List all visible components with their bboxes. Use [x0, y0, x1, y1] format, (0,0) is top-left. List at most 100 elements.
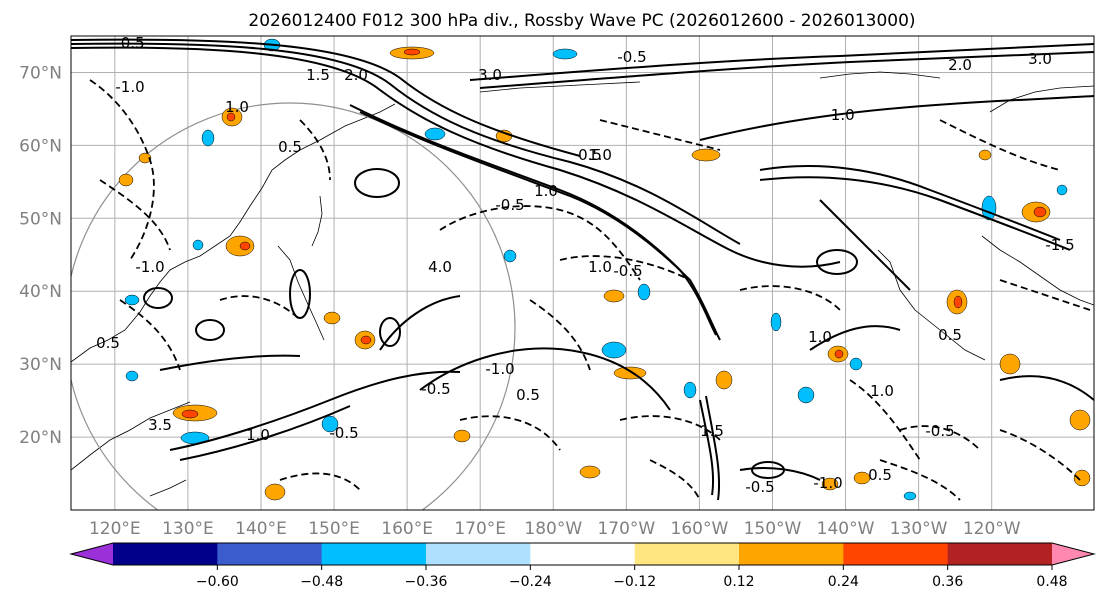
positive-contour — [809, 325, 901, 351]
longitude-tick-labels: 120°E 130°E 140°E 150°E 160°E 170°E 180°W 170°W… — [89, 519, 1021, 539]
colorbar-tick-label: −0.12 — [613, 574, 656, 590]
coastline — [877, 249, 986, 361]
positive-contour — [759, 165, 1061, 241]
contour-label: -1.5 — [1045, 236, 1074, 254]
colorbar-outline — [69, 542, 1096, 566]
negative-contour — [619, 415, 721, 441]
divergence-patch — [264, 483, 286, 501]
positive-contour — [71, 38, 581, 157]
closed-contour — [379, 317, 401, 347]
contour-label: 1.0 — [808, 328, 832, 346]
contour-label: 1.0 — [534, 182, 558, 200]
closed-contour — [143, 287, 173, 309]
contour-label: -0.5 — [617, 48, 646, 66]
closed-contour — [751, 461, 785, 479]
coastlines — [71, 71, 1094, 510]
positive-contour — [349, 104, 717, 336]
colorbar-tick-label: −0.24 — [509, 574, 552, 590]
divergence-patch — [321, 415, 339, 433]
lon-tick-label: 130°W — [890, 519, 948, 539]
divergence-patch — [1056, 184, 1068, 196]
coastline — [277, 245, 325, 341]
rossby-wave-contours — [71, 38, 1094, 501]
colorbar-band — [217, 543, 323, 565]
negative-contour — [559, 255, 691, 281]
positive-contour — [469, 43, 1094, 81]
contour-label: -0.5 — [115, 34, 144, 52]
contour-label: -1.0 — [115, 78, 144, 96]
lon-tick-label: 120°E — [89, 519, 141, 539]
divergence-patch — [613, 366, 647, 380]
contour-label: -1.0 — [135, 258, 164, 276]
coastline — [71, 103, 396, 363]
contour-label: 1.5 — [700, 422, 724, 440]
colorbar-band — [739, 543, 844, 565]
lon-tick-label: 150°E — [308, 519, 360, 539]
coastline — [479, 81, 641, 93]
lat-tick-label: 60°N — [19, 136, 62, 156]
divergence-patch — [239, 241, 251, 251]
colorbar-band — [113, 543, 218, 565]
positive-contour — [169, 370, 461, 451]
contour-label: -0.5 — [925, 422, 954, 440]
contour-label: 1.0 — [588, 258, 612, 276]
positive-contour — [479, 51, 1094, 89]
negative-contour — [939, 119, 1061, 171]
lat-tick-label: 50°N — [19, 209, 62, 229]
contour-label: -0.5 — [421, 380, 450, 398]
closed-contour — [816, 249, 858, 275]
divergence-patch — [201, 129, 215, 147]
positive-contour — [699, 95, 1094, 141]
positive-contour — [359, 111, 721, 341]
divergence-patch — [503, 249, 517, 263]
divergence-patch — [226, 112, 236, 122]
coastline — [989, 85, 1094, 113]
negative-contour — [739, 285, 841, 311]
lon-tick-label: 170°W — [597, 519, 655, 539]
contour-label: 3.5 — [148, 416, 172, 434]
divergence-patch — [770, 312, 782, 332]
lat-tick-label: 70°N — [19, 63, 62, 83]
colorbar-band — [426, 543, 531, 565]
divergence-patch — [797, 386, 815, 404]
coastline — [819, 71, 941, 79]
contour-label: 1.0 — [246, 426, 270, 444]
divergence-patch — [903, 491, 917, 501]
colorbar-tick-label: 0.36 — [932, 574, 963, 590]
contour-label: 0.5 — [278, 138, 302, 156]
negative-contour — [459, 415, 561, 451]
lon-tick-label: 170°E — [454, 519, 506, 539]
contour-label: 0.5 — [578, 146, 602, 164]
colorbar-tick-label: −0.60 — [196, 574, 239, 590]
lat-tick-label: 40°N — [19, 282, 62, 302]
divergence-patch — [1073, 469, 1091, 487]
contour-label: -1.0 — [485, 360, 514, 378]
positive-contour — [379, 295, 461, 351]
negative-contour — [599, 119, 721, 151]
lon-tick-label: 140°W — [817, 519, 875, 539]
colorbar-over-arrow — [1052, 543, 1094, 565]
colorbar-tick-label: 0.48 — [1036, 574, 1067, 590]
chart-title: 2026012400 F012 300 hPa div., Rossby Wav… — [248, 11, 915, 31]
contour-label: -0.5 — [495, 196, 524, 214]
divergence-patch — [637, 283, 651, 301]
closed-contour — [289, 269, 311, 319]
divergence-patch — [715, 370, 733, 390]
divergence-patch — [424, 127, 446, 141]
contour-label: 0.5 — [868, 466, 892, 484]
colorbar-tick-label: −0.48 — [300, 574, 343, 590]
divergence-patch — [323, 311, 341, 325]
negative-contour — [849, 379, 921, 461]
lat-tick-label: 20°N — [19, 428, 62, 448]
contour-label: 1.0 — [870, 382, 894, 400]
negative-contour — [999, 429, 1081, 481]
negative-contour — [439, 205, 641, 281]
map-area: -0.5-1.01.00.51.5 2.0 3.04.0 -0.51.0-1.00.5… — [70, 34, 1095, 511]
contour-label: 0.5 — [516, 386, 540, 404]
divergence-patch — [118, 173, 134, 187]
contour-label: 1.0 — [588, 146, 612, 164]
divergence-patch — [138, 152, 152, 164]
negative-contour — [899, 425, 981, 451]
coastline — [981, 235, 1094, 306]
positive-contour — [999, 375, 1094, 401]
